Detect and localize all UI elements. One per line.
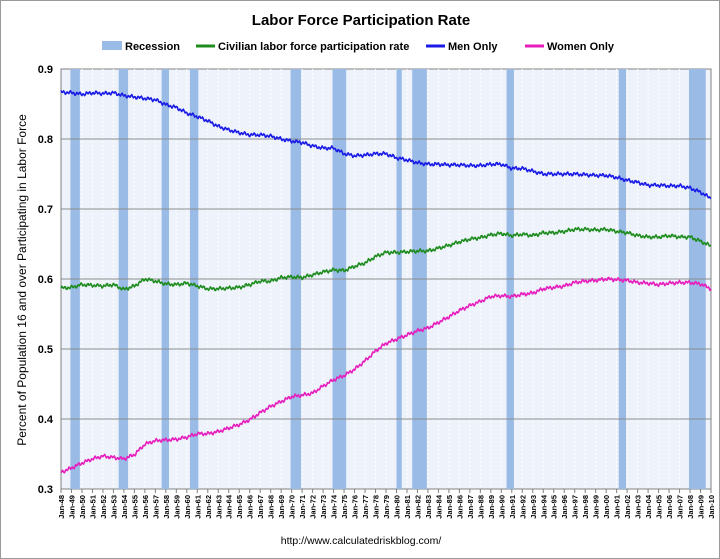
x-tick-label: Jan-01 <box>613 495 622 519</box>
chart-title: Labor Force Participation Rate <box>252 12 470 29</box>
x-tick-label: Jan-61 <box>193 495 202 519</box>
x-tick-label: Jan-81 <box>403 495 412 519</box>
x-tick-label: Jan-63 <box>214 495 223 519</box>
x-tick-label: Jan-77 <box>361 495 370 519</box>
x-tick-label: Jan-79 <box>382 495 391 519</box>
x-tick-label: Jan-57 <box>151 495 160 519</box>
x-tick-label: Jan-04 <box>644 494 653 519</box>
y-tick-label: 0.4 <box>38 414 54 426</box>
x-tick-label: Jan-51 <box>88 495 97 519</box>
x-tick-label: Jan-60 <box>183 495 192 519</box>
x-tick-label: Jan-62 <box>204 495 213 519</box>
x-tick-label: Jan-90 <box>497 495 506 519</box>
x-tick-label: Jan-48 <box>57 495 66 519</box>
series-line-women <box>60 276 712 474</box>
x-tick-label: Jan-68 <box>267 495 276 519</box>
x-tick-label: Jan-08 <box>686 495 695 519</box>
y-axis-ticks: 0.3 0.4 0.5 0.6 0.7 0.8 0.9 <box>38 64 54 496</box>
x-tick-label: Jan-67 <box>256 495 265 519</box>
x-tick-label: Jan-49 <box>67 495 76 519</box>
x-tick-label: Jan-59 <box>172 495 181 519</box>
x-tick-label: Jan-03 <box>634 495 643 519</box>
x-tick-label: Jan-98 <box>581 495 590 519</box>
x-tick-label: Jan-78 <box>372 495 381 519</box>
legend-women-label: Women Only <box>547 41 615 53</box>
x-tick-label: Jan-56 <box>141 495 150 519</box>
y-tick-label: 0.8 <box>38 134 53 146</box>
x-tick-label: Jan-10 <box>707 495 716 519</box>
x-tick-label: Jan-83 <box>424 495 433 519</box>
x-axis-ticks: Jan-48 Jan-49 Jan-50 Jan-51 Jan-52 Jan-53 Jan-… <box>57 489 716 519</box>
x-tick-label: Jan-55 <box>130 495 139 519</box>
x-tick-label: Jan-06 <box>665 495 674 519</box>
x-tick-label: Jan-92 <box>518 495 527 519</box>
series-line-civilian <box>60 226 712 292</box>
x-tick-label: Jan-72 <box>309 495 318 519</box>
x-tick-label: Jan-93 <box>529 495 538 519</box>
x-tick-label: Jan-75 <box>340 495 349 519</box>
legend-civilian-label: Civilian labor force participation rate <box>218 41 409 53</box>
x-tick-label: Jan-58 <box>162 495 171 519</box>
x-tick-label: Jan-96 <box>560 495 569 519</box>
x-tick-label: Jan-86 <box>455 495 464 519</box>
x-tick-label: Jan-65 <box>235 495 244 519</box>
x-tick-label: Jan-85 <box>445 495 454 519</box>
x-tick-label: Jan-91 <box>508 495 517 519</box>
x-tick-label: Jan-71 <box>298 495 307 519</box>
legend: Recession Civilian labor force participa… <box>102 41 615 53</box>
x-tick-label: Jan-80 <box>392 495 401 519</box>
x-tick-label: Jan-02 <box>623 495 632 519</box>
x-tick-label: Jan-09 <box>697 495 706 519</box>
x-tick-label: Jan-54 <box>120 494 129 519</box>
series-line-men <box>60 90 712 200</box>
x-tick-label: Jan-70 <box>288 495 297 519</box>
x-tick-label: Jan-07 <box>676 495 685 519</box>
x-tick-label: Jan-64 <box>225 494 234 519</box>
x-tick-label: Jan-88 <box>476 495 485 519</box>
y-tick-label: 0.6 <box>38 274 53 286</box>
x-tick-label: Jan-05 <box>655 495 664 519</box>
x-tick-label: Jan-97 <box>571 495 580 519</box>
y-tick-label: 0.7 <box>38 204 53 216</box>
x-tick-label: Jan-76 <box>351 495 360 519</box>
x-tick-label: Jan-94 <box>539 494 548 519</box>
y-tick-label: 0.9 <box>38 64 53 76</box>
legend-recession-swatch <box>102 41 122 50</box>
y-axis-title: Percent of Population 16 and over Partic… <box>15 114 29 446</box>
x-tick-label: Jan-73 <box>319 495 328 519</box>
y-tick-label: 0.3 <box>38 484 53 496</box>
x-tick-label: Jan-95 <box>550 495 559 519</box>
x-tick-label: Jan-69 <box>277 495 286 519</box>
x-tick-label: Jan-87 <box>466 495 475 519</box>
major-grid <box>61 138 711 420</box>
legend-men-label: Men Only <box>448 41 498 53</box>
x-tick-label: Jan-53 <box>109 495 118 519</box>
x-tick-label: Jan-00 <box>602 495 611 519</box>
x-tick-label: Jan-84 <box>434 494 443 519</box>
legend-recession-label: Recession <box>125 41 180 53</box>
series-lines <box>60 90 712 474</box>
source-url: http://www.calculatedriskblog.com/ <box>281 535 442 547</box>
x-tick-label: Jan-89 <box>487 495 496 519</box>
x-tick-label: Jan-66 <box>246 495 255 519</box>
x-tick-label: Jan-82 <box>413 495 422 519</box>
x-tick-label: Jan-99 <box>592 495 601 519</box>
x-tick-label: Jan-74 <box>330 494 339 519</box>
y-tick-label: 0.5 <box>38 344 53 356</box>
x-tick-label: Jan-50 <box>78 495 87 519</box>
x-tick-label: Jan-52 <box>99 495 108 519</box>
